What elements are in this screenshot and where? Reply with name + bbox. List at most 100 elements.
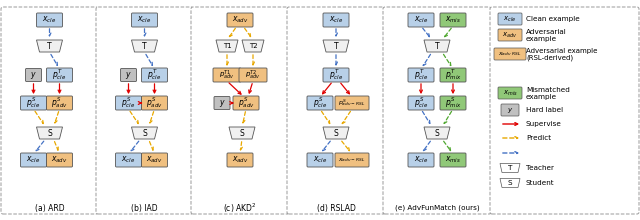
- Text: $x_{adv}$: $x_{adv}$: [232, 15, 248, 25]
- FancyBboxPatch shape: [131, 13, 157, 27]
- Polygon shape: [131, 40, 157, 52]
- Text: $p_{adv}^{T1}$: $p_{adv}^{T1}$: [220, 68, 235, 82]
- Text: $p_{adv}^{S}$: $p_{adv}^{S}$: [146, 95, 163, 110]
- Text: Mismatched: Mismatched: [526, 86, 570, 92]
- Text: $x_{adv\ RSL}$: $x_{adv\ RSL}$: [499, 50, 522, 58]
- FancyBboxPatch shape: [120, 68, 136, 81]
- Text: S: S: [239, 128, 244, 138]
- Text: Predict: Predict: [526, 135, 551, 141]
- FancyBboxPatch shape: [494, 48, 526, 60]
- FancyBboxPatch shape: [96, 7, 193, 214]
- Text: S: S: [435, 128, 440, 138]
- Polygon shape: [323, 40, 349, 52]
- Text: T2: T2: [249, 43, 257, 49]
- FancyBboxPatch shape: [141, 68, 168, 82]
- FancyBboxPatch shape: [227, 13, 253, 27]
- FancyBboxPatch shape: [20, 153, 47, 167]
- FancyBboxPatch shape: [440, 68, 466, 82]
- Text: $p_{cle}^{T}$: $p_{cle}^{T}$: [414, 68, 428, 82]
- FancyBboxPatch shape: [498, 29, 522, 41]
- FancyBboxPatch shape: [307, 153, 333, 167]
- FancyBboxPatch shape: [408, 13, 434, 27]
- FancyBboxPatch shape: [440, 153, 466, 167]
- FancyBboxPatch shape: [47, 68, 72, 82]
- Polygon shape: [242, 40, 264, 52]
- Text: (e) AdvFunMatch (ours): (e) AdvFunMatch (ours): [395, 205, 479, 211]
- Text: $y$: $y$: [125, 70, 132, 81]
- FancyBboxPatch shape: [490, 7, 639, 214]
- Text: $p_{cle}^{S}$: $p_{cle}^{S}$: [313, 95, 327, 110]
- Text: $x_{adv-RSL}$: $x_{adv-RSL}$: [339, 156, 365, 164]
- Text: $x_{cle}$: $x_{cle}$: [122, 155, 136, 165]
- Text: Adversarial: Adversarial: [526, 29, 567, 35]
- Text: $x_{adv}$: $x_{adv}$: [232, 155, 248, 165]
- FancyBboxPatch shape: [47, 153, 72, 167]
- FancyBboxPatch shape: [20, 96, 47, 110]
- Text: $p_{adv-RSL}^{S}$: $p_{adv-RSL}^{S}$: [339, 98, 365, 108]
- Text: T: T: [142, 42, 147, 51]
- Text: $p_{adv}^{S}$: $p_{adv}^{S}$: [51, 95, 68, 110]
- Text: S: S: [47, 128, 52, 138]
- Text: $x_{cle}$: $x_{cle}$: [504, 14, 516, 24]
- FancyBboxPatch shape: [440, 96, 466, 110]
- Text: $x_{cle}$: $x_{cle}$: [329, 15, 343, 25]
- Text: $x_{mis}$: $x_{mis}$: [445, 15, 461, 25]
- FancyBboxPatch shape: [36, 13, 63, 27]
- Text: $x_{cle}$: $x_{cle}$: [414, 155, 428, 165]
- FancyBboxPatch shape: [47, 96, 72, 110]
- FancyBboxPatch shape: [1, 7, 98, 214]
- Text: (a) ARD: (a) ARD: [35, 204, 64, 213]
- FancyBboxPatch shape: [408, 153, 434, 167]
- Text: $x_{mis}$: $x_{mis}$: [445, 155, 461, 165]
- Text: $p_{cle}^{T}$: $p_{cle}^{T}$: [329, 68, 343, 82]
- Text: (d) RSLAD: (d) RSLAD: [317, 204, 355, 213]
- Text: $p_{cle}^{S}$: $p_{cle}^{S}$: [26, 95, 41, 110]
- Text: $x_{cle}$: $x_{cle}$: [42, 15, 56, 25]
- Text: T1: T1: [223, 43, 232, 49]
- FancyBboxPatch shape: [501, 104, 519, 116]
- Polygon shape: [131, 127, 157, 139]
- Text: $p_{cle}^{S}$: $p_{cle}^{S}$: [122, 95, 136, 110]
- Polygon shape: [229, 127, 255, 139]
- Text: Clean example: Clean example: [526, 16, 580, 22]
- FancyBboxPatch shape: [115, 96, 141, 110]
- Text: S: S: [508, 180, 512, 186]
- Text: $p_{cle}^{S}$: $p_{cle}^{S}$: [414, 95, 428, 110]
- FancyBboxPatch shape: [239, 68, 267, 82]
- Text: $p_{cle}^{T}$: $p_{cle}^{T}$: [52, 68, 67, 82]
- FancyBboxPatch shape: [191, 7, 289, 214]
- Text: Hard label: Hard label: [526, 107, 563, 113]
- Text: T: T: [435, 42, 439, 51]
- Text: $p_{adv}^{T2}$: $p_{adv}^{T2}$: [245, 68, 260, 82]
- Text: Student: Student: [526, 180, 555, 186]
- Text: $x_{cle}$: $x_{cle}$: [138, 15, 152, 25]
- Text: $p_{mix}^{T}$: $p_{mix}^{T}$: [445, 68, 461, 82]
- Polygon shape: [216, 40, 238, 52]
- Text: $x_{adv}$: $x_{adv}$: [146, 155, 163, 165]
- FancyBboxPatch shape: [323, 13, 349, 27]
- Text: $p_{mix}^{S}$: $p_{mix}^{S}$: [445, 95, 461, 110]
- Text: example: example: [526, 35, 557, 42]
- Text: (b) IAD: (b) IAD: [131, 204, 158, 213]
- FancyBboxPatch shape: [233, 96, 259, 110]
- Polygon shape: [424, 127, 450, 139]
- FancyBboxPatch shape: [335, 96, 369, 110]
- FancyBboxPatch shape: [141, 153, 168, 167]
- Polygon shape: [323, 127, 349, 139]
- Text: Supervise: Supervise: [526, 121, 562, 127]
- Polygon shape: [424, 40, 450, 52]
- Text: T: T: [508, 165, 512, 171]
- FancyBboxPatch shape: [214, 97, 230, 110]
- Text: $p_{cle}^{T}$: $p_{cle}^{T}$: [147, 68, 162, 82]
- Text: T: T: [333, 42, 339, 51]
- Text: (RSL-derived): (RSL-derived): [526, 54, 573, 61]
- Text: $x_{adv}$: $x_{adv}$: [502, 30, 518, 40]
- FancyBboxPatch shape: [498, 13, 522, 25]
- Polygon shape: [500, 163, 520, 172]
- Polygon shape: [36, 40, 63, 52]
- FancyBboxPatch shape: [383, 7, 491, 214]
- FancyBboxPatch shape: [115, 153, 141, 167]
- FancyBboxPatch shape: [335, 153, 369, 167]
- Text: $y$: $y$: [30, 70, 37, 81]
- Text: $x_{adv}$: $x_{adv}$: [51, 155, 68, 165]
